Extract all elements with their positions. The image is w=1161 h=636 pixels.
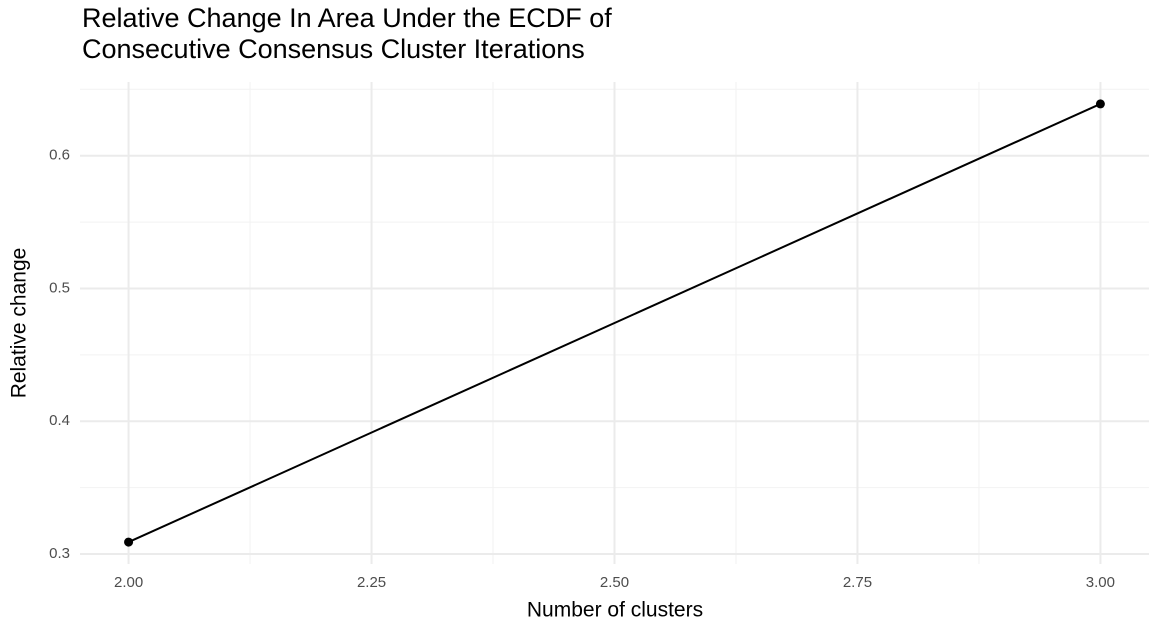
x-tick-label: 3.00 <box>1086 574 1115 591</box>
y-tick-label: 0.6 <box>49 147 70 164</box>
x-tick-label: 2.50 <box>600 574 629 591</box>
y-tick-label: 0.5 <box>49 279 70 296</box>
chart-title: Consecutive Consensus Cluster Iterations <box>82 34 585 64</box>
y-tick-label: 0.3 <box>49 545 70 562</box>
line <box>128 102 1101 544</box>
chart-title: Relative Change In Area Under the ECDF o… <box>82 3 612 33</box>
x-tick-label: 2.00 <box>114 574 143 591</box>
x-tick-label: 2.25 <box>357 574 386 591</box>
point <box>1095 99 1105 109</box>
x-axis-label: Number of clusters <box>527 599 703 622</box>
point <box>124 537 134 547</box>
y-tick-label: 0.4 <box>49 412 70 429</box>
y-axis-label: Relative change <box>8 248 31 399</box>
x-tick-label: 2.75 <box>843 574 872 591</box>
